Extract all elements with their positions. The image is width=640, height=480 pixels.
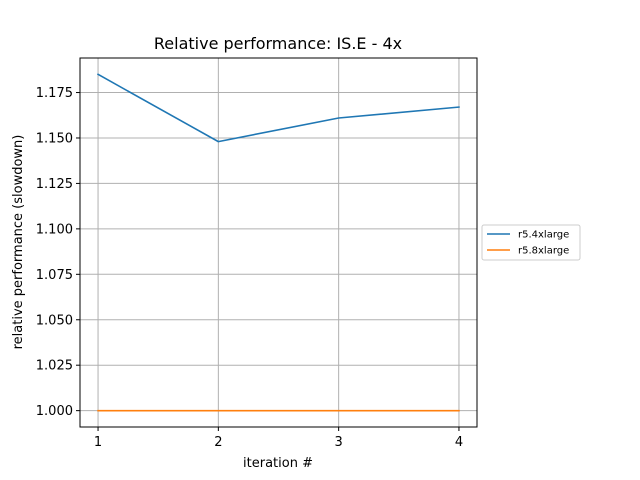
y-tick-label: 1.125 (36, 177, 73, 192)
chart-title: Relative performance: IS.E - 4x (154, 34, 402, 53)
y-tick-label: 1.000 (36, 404, 73, 419)
x-axis-label: iteration # (243, 456, 313, 471)
x-tick-label: 3 (335, 435, 343, 450)
legend-label: r5.8xlarge (518, 246, 569, 257)
y-axis-label: relative performance (slowdown) (11, 135, 26, 350)
x-tick-label: 2 (214, 435, 222, 450)
series-line-r5-4xlarge (96, 73, 460, 143)
grid-lines (80, 58, 477, 427)
axis-ticks: 1 2 3 4 1.000 1.025 1.050 1.075 1.100 1.125 1.150 1… (36, 86, 463, 450)
y-tick-label: 1.100 (36, 222, 73, 237)
legend: r5.4xlarge r5.8xlarge (481, 224, 581, 261)
x-tick-label: 4 (455, 435, 463, 450)
series-lines (96, 73, 460, 412)
y-tick-label: 1.150 (36, 131, 73, 146)
x-tick-label: 1 (94, 435, 102, 450)
plot-frame (79, 57, 478, 428)
y-tick-label: 1.025 (36, 359, 73, 374)
y-tick-label: 1.075 (36, 268, 73, 283)
y-tick-label: 1.050 (36, 313, 73, 328)
y-tick-label: 1.175 (36, 86, 73, 101)
legend-label: r5.4xlarge (518, 230, 569, 241)
